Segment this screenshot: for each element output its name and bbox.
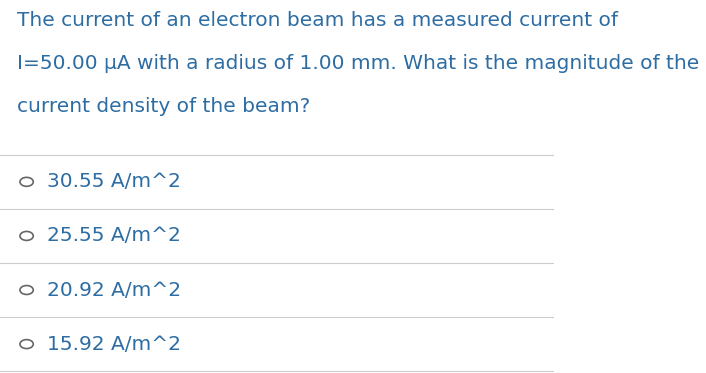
Text: current density of the beam?: current density of the beam? (17, 97, 310, 116)
Text: I=50.00 μA with a radius of 1.00 mm. What is the magnitude of the: I=50.00 μA with a radius of 1.00 mm. Wha… (17, 54, 699, 73)
Text: 25.55 A/m^2: 25.55 A/m^2 (47, 226, 181, 245)
Text: The current of an electron beam has a measured current of: The current of an electron beam has a me… (17, 11, 618, 30)
Text: 15.92 A/m^2: 15.92 A/m^2 (47, 335, 181, 354)
Text: 30.55 A/m^2: 30.55 A/m^2 (47, 172, 181, 191)
Text: 20.92 A/m^2: 20.92 A/m^2 (47, 280, 181, 300)
